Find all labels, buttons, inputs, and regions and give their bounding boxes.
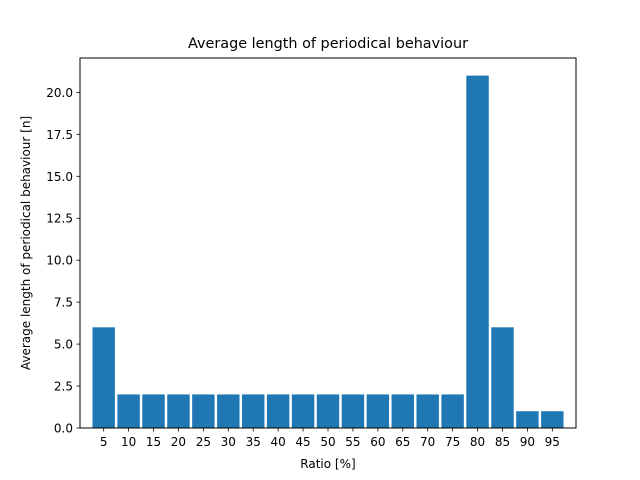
bar-5 [92,327,115,428]
x-tick-label-85: 85 [495,435,510,449]
x-axis-label: Ratio [%] [300,457,355,471]
bar-20 [167,394,190,428]
y-tick-label-15.0: 15.0 [46,170,73,184]
bar-40 [266,394,290,428]
x-tick-label-90: 90 [520,435,535,449]
x-ticks-group: 5 10 15 20 25 30 35 40 45 50 55 60 65 70 75 80 85 90 95 [100,428,560,449]
y-tick-label-12.5: 12.5 [46,212,73,226]
bar-95 [541,411,564,428]
x-tick-label-60: 60 [370,435,385,449]
plot-frame [79,57,577,429]
y-tick-label-7.5: 7.5 [54,296,73,310]
bar-60 [366,394,390,428]
y-tick-label-2.5: 2.5 [54,380,73,394]
x-tick-label-50: 50 [320,435,335,449]
bar-45 [291,394,315,428]
x-tick-label-65: 65 [395,435,410,449]
x-tick-label-15: 15 [146,435,161,449]
chart-title: Average length of periodical behaviour [188,36,468,52]
x-tick-label-70: 70 [420,435,435,449]
x-tick-label-95: 95 [545,435,560,449]
bar-90 [516,411,539,428]
y-tick-label-5.0: 5.0 [54,338,73,352]
y-tick-label-10.0: 10.0 [46,254,73,268]
y-axis-label: Average length of periodical behaviour [… [19,116,33,370]
x-tick-label-45: 45 [295,435,310,449]
x-tick-label-75: 75 [445,435,460,449]
x-tick-label-55: 55 [345,435,360,449]
y-ticks-group: 0.0 2.5 5.0 7.5 10.0 12.5 15.0 17.5 20.0 [46,86,80,436]
bar-35 [242,394,265,428]
bar-15 [142,394,165,428]
x-tick-label-80: 80 [470,435,485,449]
bar-55 [341,394,365,428]
x-tick-label-20: 20 [171,435,186,449]
y-tick-label-0.0: 0.0 [54,422,73,436]
bar-50 [316,394,340,428]
bar-10 [117,394,140,428]
bar-75 [441,394,464,428]
bar-25 [192,394,215,428]
bars-group [92,75,564,429]
y-tick-label-20.0: 20.0 [46,86,73,100]
x-tick-label-30: 30 [221,435,236,449]
bar-80 [466,75,489,429]
bar-70 [416,394,439,428]
bar-30 [217,394,240,428]
bar-85 [491,327,514,428]
y-tick-label-17.5: 17.5 [46,128,73,142]
x-tick-label-35: 35 [246,435,261,449]
x-tick-label-40: 40 [271,435,286,449]
x-tick-label-25: 25 [196,435,211,449]
bar-65 [391,394,414,428]
x-tick-label-10: 10 [121,435,136,449]
x-tick-label-5: 5 [100,435,108,449]
